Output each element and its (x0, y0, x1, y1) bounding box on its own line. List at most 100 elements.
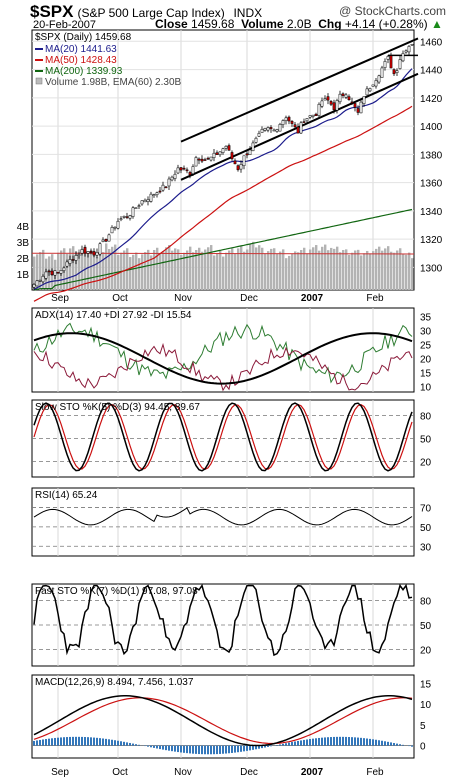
volume-bar (111, 246, 114, 290)
volume-bar (114, 244, 117, 290)
volume-bar (171, 250, 174, 290)
macd-histogram-bar (228, 745, 230, 754)
slow-sto-tick-label: 80 (420, 411, 432, 422)
volume-bar (96, 256, 99, 290)
price-tick-label: 1380 (420, 150, 443, 161)
volume-bar (105, 243, 108, 290)
macd-histogram-bar (318, 737, 320, 746)
macd-histogram-bar (78, 736, 80, 746)
price-tick-label: 1340 (420, 207, 443, 218)
volume-bar (141, 254, 144, 290)
macd-histogram-bar (402, 744, 404, 746)
candle-body (116, 220, 120, 229)
candle-body (383, 61, 387, 68)
macd-histogram-bar (231, 745, 233, 753)
adx-tick-label: 20 (420, 354, 432, 365)
volume-bar (186, 250, 189, 290)
macd-histogram-bar (51, 738, 53, 746)
candle-body (398, 59, 402, 69)
x-axis-label: 2007 (301, 293, 324, 304)
volume-bar (93, 250, 96, 290)
candle-body (245, 153, 249, 156)
volume-bar (222, 256, 225, 290)
volume-bar (267, 251, 270, 290)
candle-body (71, 259, 75, 261)
price-tick-label: 1420 (420, 94, 443, 105)
volume-bar (354, 250, 357, 290)
candle-body (32, 284, 36, 288)
candle-body (197, 158, 201, 161)
slow-sto-legend: Slow STO %K(5) %D(3) 94.45, 89.67 (35, 402, 200, 413)
candle-body (347, 96, 351, 101)
candle-body (200, 158, 204, 162)
fast-sto-legend: Fast STO %K(7) %D(1) 97.08, 97.08 (35, 586, 198, 597)
candle-body (311, 114, 315, 117)
volume-bar (405, 254, 408, 290)
macd-histogram-bar (201, 745, 203, 755)
candle-body (176, 167, 180, 174)
candle-body (53, 270, 57, 276)
candle-body (404, 50, 408, 53)
macd-histogram-bar (249, 745, 251, 751)
volume-bar (321, 246, 324, 290)
candle-body (272, 129, 276, 132)
macd-histogram-bar (84, 737, 86, 746)
adx-tick-label: 25 (420, 340, 432, 351)
macd-histogram-bar (66, 737, 68, 746)
macd-tick-label: 15 (420, 679, 432, 690)
macd-histogram-bar (54, 737, 56, 746)
macd-histogram-bar (264, 745, 266, 748)
volume-bar (75, 251, 78, 290)
candle-body (305, 118, 309, 122)
candle-body (170, 176, 174, 181)
slow-sto-d-line (33, 403, 413, 470)
volume-bar (384, 248, 387, 290)
volume-tick-label: 4B (17, 222, 30, 233)
candle-body (329, 101, 333, 105)
candle-body (350, 101, 354, 104)
exchange-label: INDX (233, 6, 263, 20)
candle-body (236, 165, 240, 171)
slow-sto-k-line (33, 402, 413, 472)
macd-histogram-bar (306, 739, 308, 746)
candle-body (338, 93, 342, 103)
macd-histogram-bar (408, 745, 410, 747)
candle-body (407, 46, 411, 53)
macd-histogram-bar (87, 737, 89, 746)
volume-bar (411, 258, 414, 290)
symbol-name: (S&P 500 Large Cap Index) (77, 6, 225, 20)
macd-histogram-bar (279, 744, 281, 746)
macd-histogram-bar (129, 742, 131, 746)
x-axis-label: Oct (112, 767, 128, 778)
macd-histogram-bar (219, 745, 221, 754)
volume-bar (258, 245, 261, 290)
candle-body (89, 251, 93, 253)
volume-bar (243, 251, 246, 290)
volume-bar (270, 248, 273, 290)
price-tick-label: 1300 (420, 263, 443, 274)
volume-bar (108, 249, 111, 290)
volume-bar (177, 249, 180, 290)
volume-tick-label: 2B (17, 254, 30, 265)
volume-bar (69, 248, 72, 290)
candle-body (206, 157, 210, 160)
volume-bar (66, 253, 69, 290)
volume-bar (246, 249, 249, 290)
candle-body (41, 276, 45, 283)
candle-body (362, 96, 366, 104)
candle-body (191, 166, 195, 174)
volume-bar (228, 250, 231, 290)
candle-body (275, 129, 279, 132)
adx-tick-label: 35 (420, 312, 432, 323)
macd-line (33, 695, 413, 747)
volume-bar (219, 250, 222, 290)
candle-body (182, 167, 186, 170)
macd-histogram-bar (138, 744, 140, 746)
candle-body (215, 152, 219, 155)
macd-histogram-bar (36, 740, 38, 746)
volume-bar (147, 249, 150, 290)
volume-bar (255, 247, 258, 290)
volume-bar (99, 254, 102, 290)
macd-histogram-bar (393, 742, 395, 746)
